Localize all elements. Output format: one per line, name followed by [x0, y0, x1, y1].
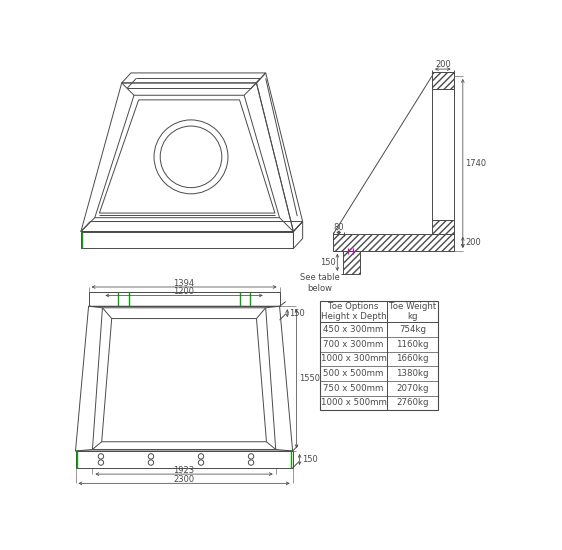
Text: 1660kg: 1660kg — [397, 355, 429, 364]
Text: 700 x 300mm: 700 x 300mm — [323, 340, 384, 349]
Bar — [432, 220, 454, 234]
Text: 1160kg: 1160kg — [397, 340, 429, 349]
Bar — [320, 301, 438, 410]
Bar — [89, 292, 279, 306]
Bar — [343, 251, 360, 274]
Text: 2300: 2300 — [174, 475, 194, 484]
Text: 450 x 300mm: 450 x 300mm — [323, 325, 384, 334]
Text: 1740: 1740 — [465, 159, 486, 168]
Text: Toe Options
Height x Depth: Toe Options Height x Depth — [321, 302, 386, 321]
Text: 1923: 1923 — [174, 466, 194, 475]
Text: 150: 150 — [320, 258, 336, 267]
Text: 150: 150 — [302, 455, 318, 464]
Text: 200: 200 — [465, 238, 481, 247]
Text: See table
below: See table below — [300, 273, 339, 293]
Bar — [432, 72, 454, 89]
Text: 2070kg: 2070kg — [397, 384, 429, 393]
Text: 754kg: 754kg — [399, 325, 426, 334]
Text: 80: 80 — [333, 223, 344, 232]
Text: 750 x 500mm: 750 x 500mm — [323, 384, 384, 393]
Text: 200: 200 — [435, 60, 451, 69]
Text: 1550: 1550 — [299, 374, 320, 383]
Bar — [333, 234, 454, 251]
Text: Toe Weight
kg: Toe Weight kg — [389, 302, 436, 321]
Bar — [81, 232, 293, 249]
Text: 2760kg: 2760kg — [397, 398, 429, 408]
Text: 1000 x 500mm: 1000 x 500mm — [320, 398, 387, 408]
Text: 1380kg: 1380kg — [397, 369, 429, 378]
Text: 1000 x 300mm: 1000 x 300mm — [320, 355, 387, 364]
Bar — [75, 451, 293, 468]
Text: 150: 150 — [289, 309, 305, 318]
Text: 1200: 1200 — [174, 287, 194, 296]
Text: 500 x 500mm: 500 x 500mm — [323, 369, 384, 378]
Text: 1394: 1394 — [174, 279, 194, 288]
